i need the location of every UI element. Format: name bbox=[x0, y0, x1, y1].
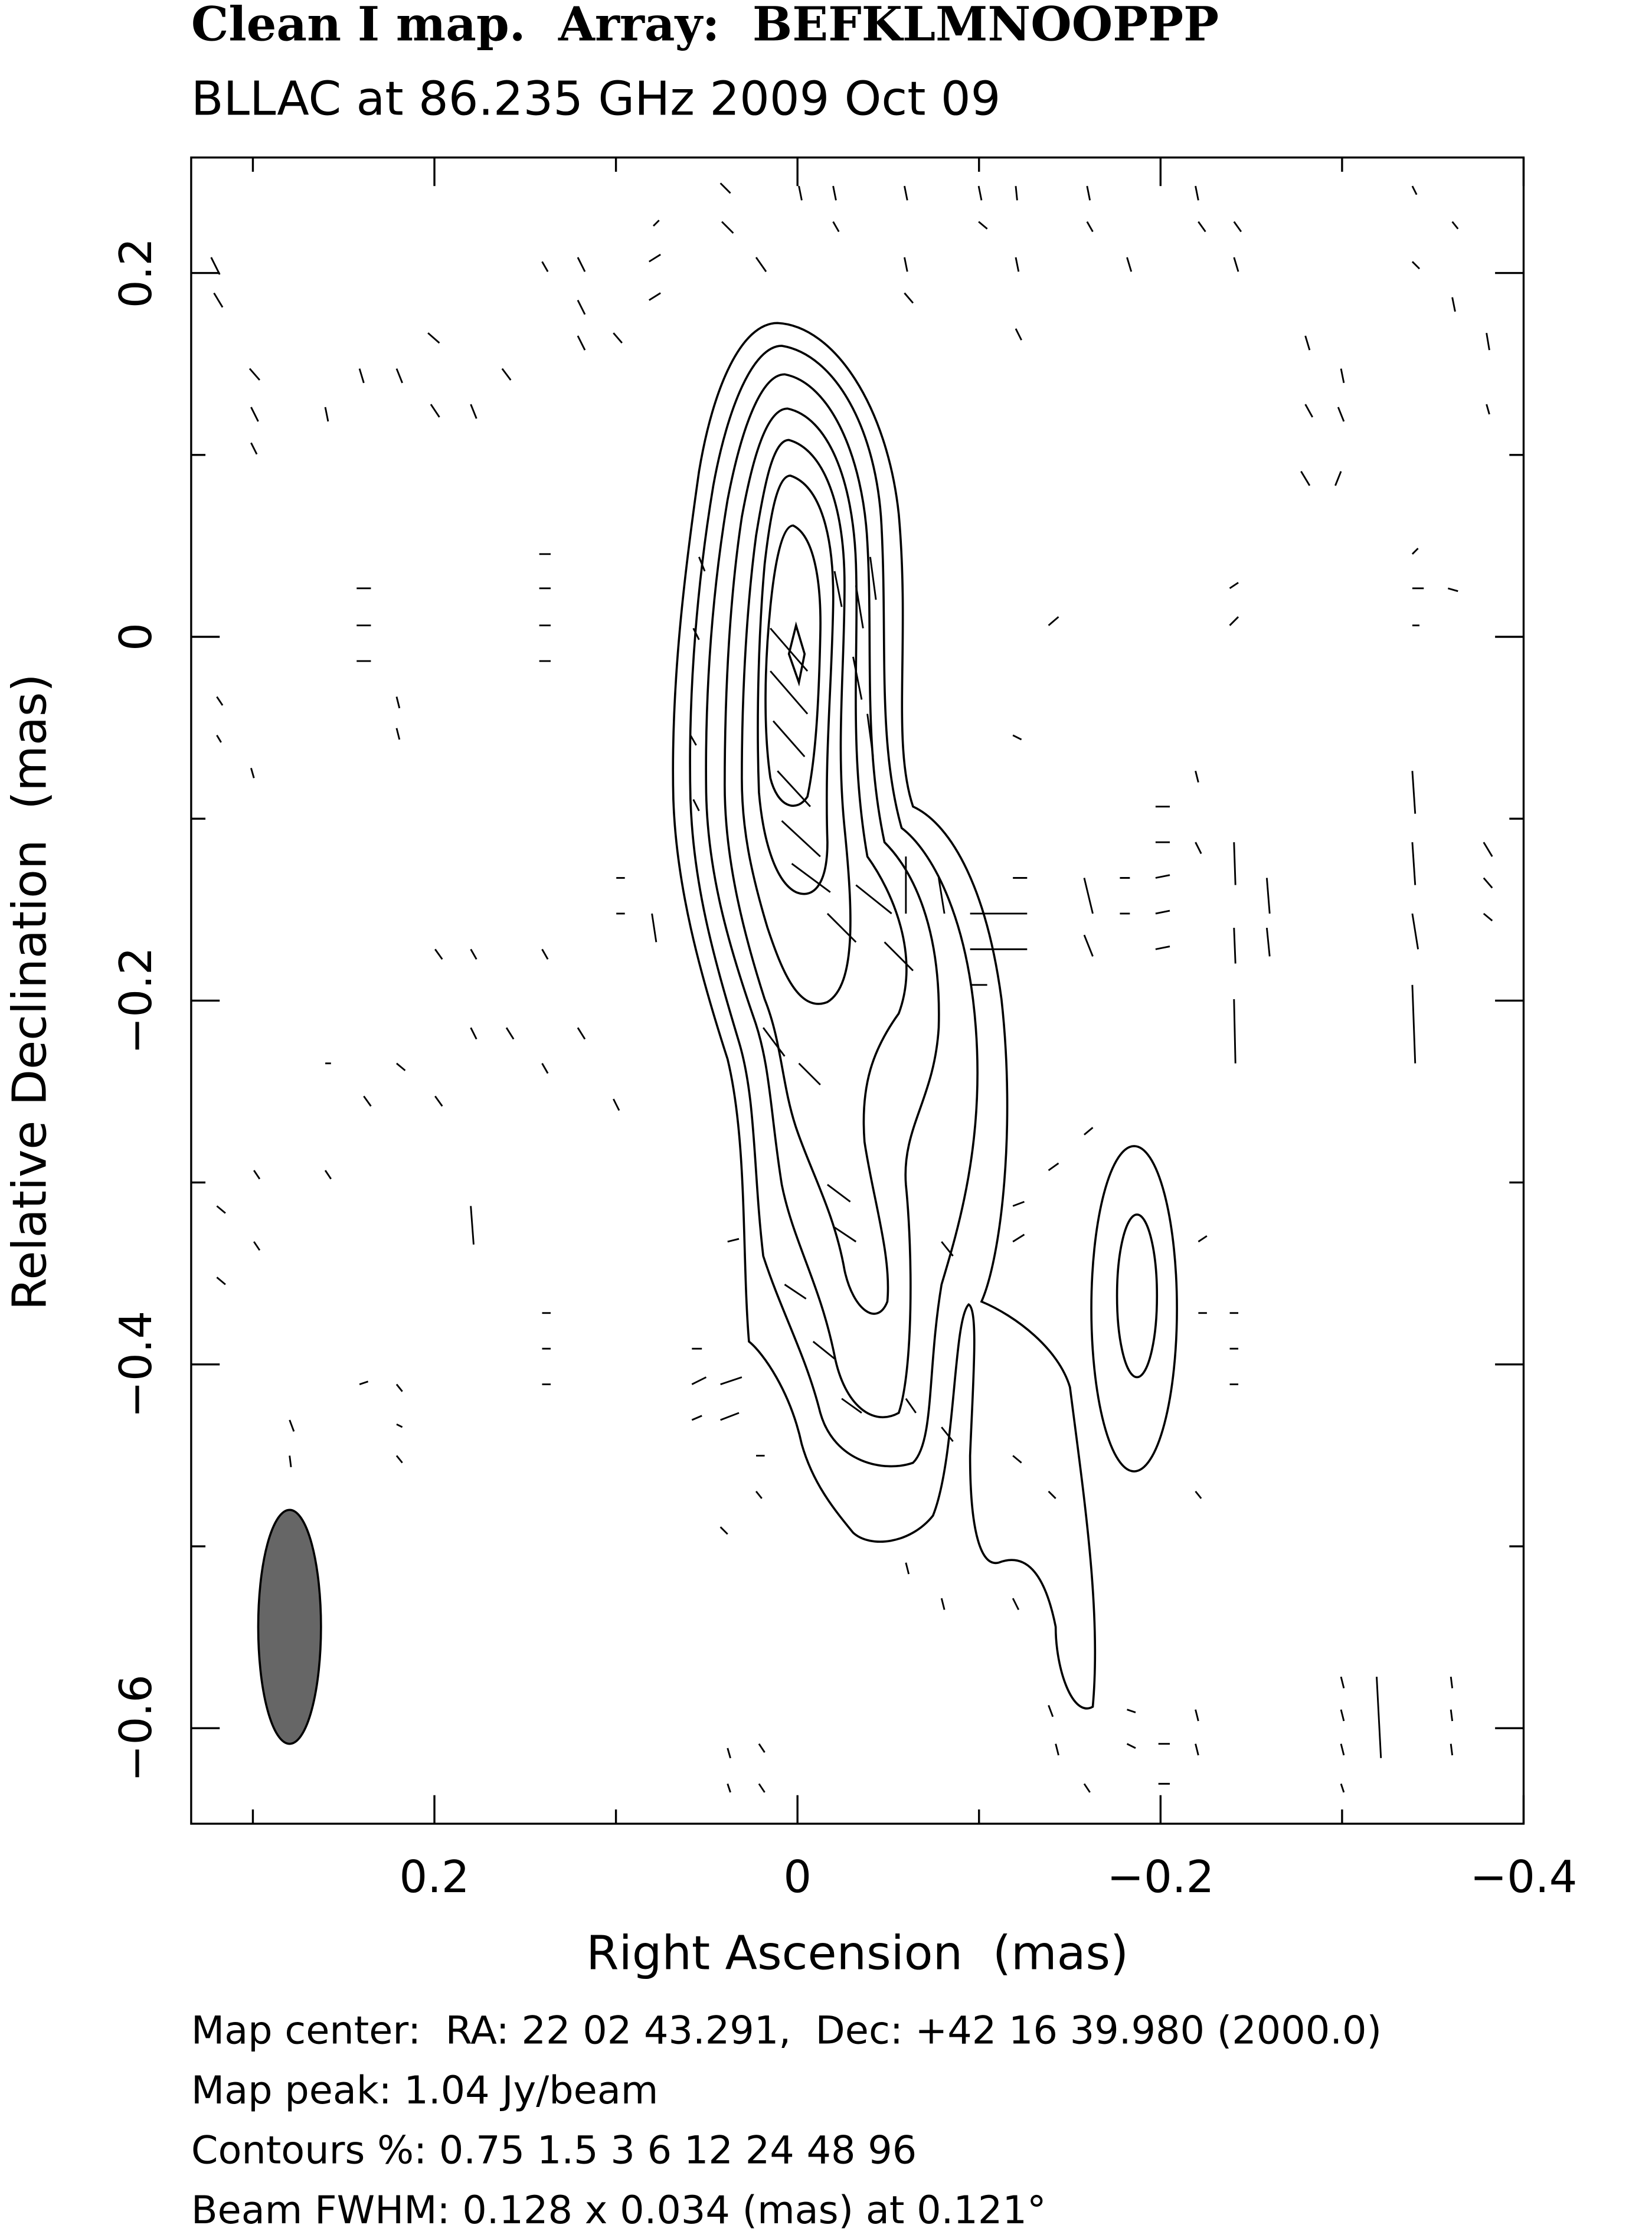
x-tick-label: 0 bbox=[783, 1851, 812, 1903]
contour bbox=[672, 322, 1097, 1710]
beam bbox=[257, 1509, 322, 1745]
chart-title: Clean I map. Array: BEFKLMNOOPPP bbox=[191, 0, 1219, 52]
y-tick-label: −0.4 bbox=[110, 1311, 162, 1418]
contour bbox=[724, 407, 908, 1315]
contour bbox=[741, 439, 852, 1005]
y-axis-label: Relative Declination (mas) bbox=[2, 673, 57, 1310]
footer-line: Map center: RA: 22 02 43.291, Dec: +42 1… bbox=[191, 2008, 1382, 2053]
contour bbox=[1090, 1145, 1178, 1473]
footer-line: Beam FWHM: 0.128 x 0.034 (mas) at 0.121° bbox=[191, 2188, 1046, 2233]
footer-line: Map peak: 1.04 Jy/beam bbox=[191, 2068, 658, 2113]
polarization-vectors bbox=[210, 182, 1493, 1793]
contour bbox=[757, 475, 835, 895]
contour bbox=[1115, 1213, 1159, 1379]
x-tick-label: −0.4 bbox=[1470, 1851, 1577, 1903]
footer-line: Contours %: 0.75 1.5 3 6 12 24 48 96 bbox=[191, 2128, 917, 2172]
contour bbox=[705, 373, 940, 1419]
x-axis-label: Right Ascension (mas) bbox=[586, 1926, 1128, 1981]
x-tick-label: −0.2 bbox=[1107, 1851, 1214, 1903]
contour bbox=[689, 345, 979, 1468]
chart-subtitle: BLLAC at 86.235 GHz 2009 Oct 09 bbox=[191, 71, 1000, 126]
x-tick-label: 0.2 bbox=[399, 1851, 469, 1903]
y-tick-label: 0 bbox=[110, 623, 162, 651]
plot-frame bbox=[190, 156, 1525, 1825]
y-tick-label: −0.2 bbox=[110, 947, 162, 1054]
y-tick-label: 0.2 bbox=[110, 238, 162, 308]
contour bbox=[787, 621, 806, 687]
contour bbox=[764, 524, 822, 807]
y-tick-label: −0.6 bbox=[110, 1674, 162, 1782]
contours bbox=[672, 322, 1178, 1710]
